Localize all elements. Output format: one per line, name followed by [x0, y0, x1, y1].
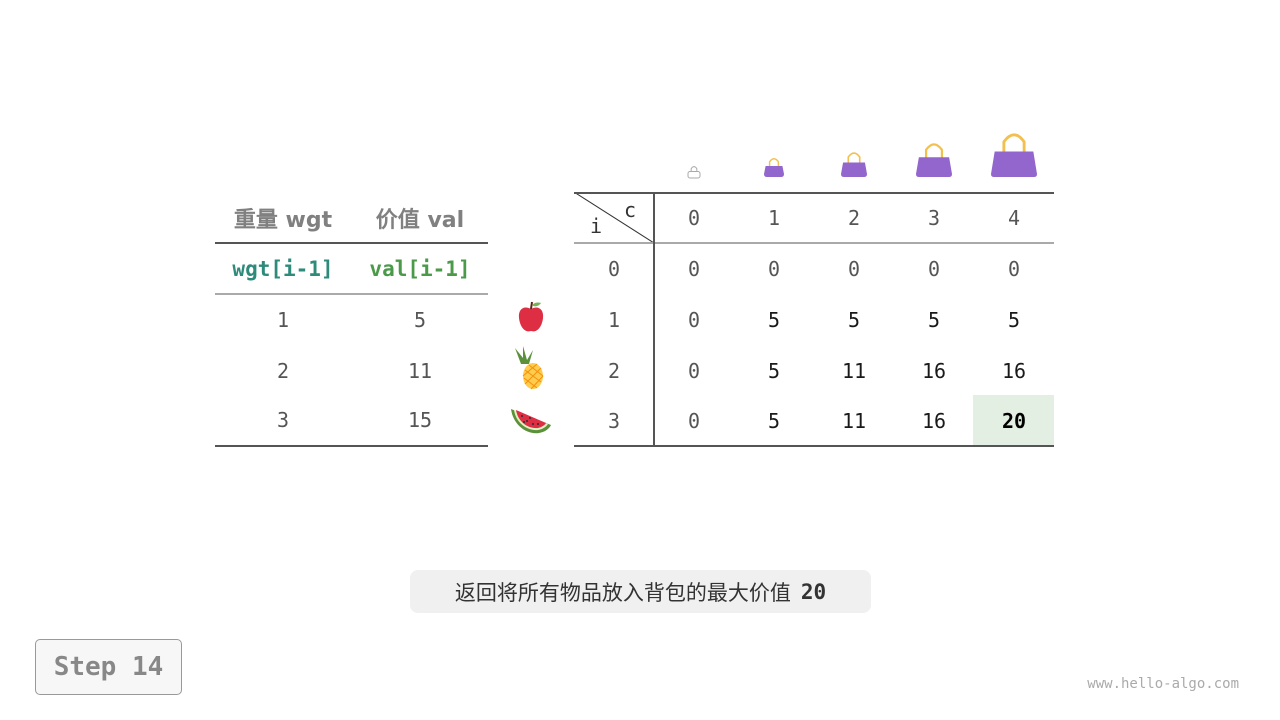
table-cell: 15 — [407, 407, 433, 432]
column-header: 价值 val — [375, 207, 465, 233]
dp-cell: 5 — [767, 358, 781, 383]
table-cell: 2 — [276, 358, 290, 383]
dp-cell: 0 — [767, 256, 781, 281]
caption-text: 返回将所有物品放入背包的最大价值 — [454, 580, 791, 605]
item-row-header: 1 — [607, 307, 621, 332]
dp-cell: 5 — [767, 307, 781, 332]
capacity-header: 4 — [1007, 205, 1021, 230]
dp-cell: 5 — [927, 307, 941, 332]
column-header: 重量 wgt — [233, 207, 333, 233]
highlighted-cell-bg — [973, 395, 1054, 446]
dp-cell: 0 — [687, 256, 701, 281]
bag-icon — [916, 143, 952, 181]
column-divider — [653, 192, 655, 446]
result-caption: 返回将所有物品放入背包的最大价值 20 — [410, 570, 871, 613]
capacity-header: 3 — [927, 205, 941, 230]
apple-icon — [516, 300, 546, 338]
bag-icon — [991, 133, 1037, 181]
divider — [574, 192, 1054, 194]
dp-cell: 0 — [687, 358, 701, 383]
dp-cell: 0 — [927, 256, 941, 281]
divider — [215, 445, 488, 447]
bag-icon — [841, 152, 867, 181]
divider — [574, 242, 1054, 244]
dp-cell: 0 — [687, 307, 701, 332]
empty-bag-icon — [687, 164, 701, 183]
step-indicator[interactable]: Step 14 — [35, 639, 182, 695]
capacity-header: 2 — [847, 205, 861, 230]
col-axis-label: c — [624, 198, 637, 222]
dp-cell: 0 — [687, 408, 701, 433]
dp-cell: 0 — [1007, 256, 1021, 281]
divider — [215, 242, 488, 244]
column-subheader: wgt[i-1] — [232, 256, 334, 281]
dp-cell: 16 — [1001, 358, 1027, 383]
row-axis-label: i — [590, 214, 603, 238]
pineapple-icon — [511, 346, 547, 394]
item-row-header: 0 — [607, 256, 621, 281]
bag-icon — [764, 158, 784, 181]
dp-cell: 11 — [841, 408, 867, 433]
table-cell: 3 — [276, 407, 290, 432]
dp-cell: 5 — [767, 408, 781, 433]
divider — [574, 445, 1054, 447]
site-watermark: www.hello-algo.com — [1087, 676, 1239, 692]
dp-cell: 16 — [921, 408, 947, 433]
dp-cell: 16 — [921, 358, 947, 383]
dp-cell: 5 — [1007, 307, 1021, 332]
table-cell: 11 — [407, 358, 433, 383]
item-row-header: 2 — [607, 358, 621, 383]
column-subheader: val[i-1] — [369, 256, 471, 281]
caption-value: 20 — [800, 579, 827, 604]
table-cell: 1 — [276, 307, 290, 332]
capacity-header: 0 — [687, 205, 701, 230]
watermelon-icon — [509, 405, 553, 439]
item-row-header: 3 — [607, 408, 621, 433]
dp-cell: 0 — [847, 256, 861, 281]
dp-cell: 11 — [841, 358, 867, 383]
dp-cell-result: 20 — [1001, 408, 1027, 433]
dp-cell: 5 — [847, 307, 861, 332]
capacity-header: 1 — [767, 205, 781, 230]
table-cell: 5 — [413, 307, 427, 332]
divider — [215, 293, 488, 295]
